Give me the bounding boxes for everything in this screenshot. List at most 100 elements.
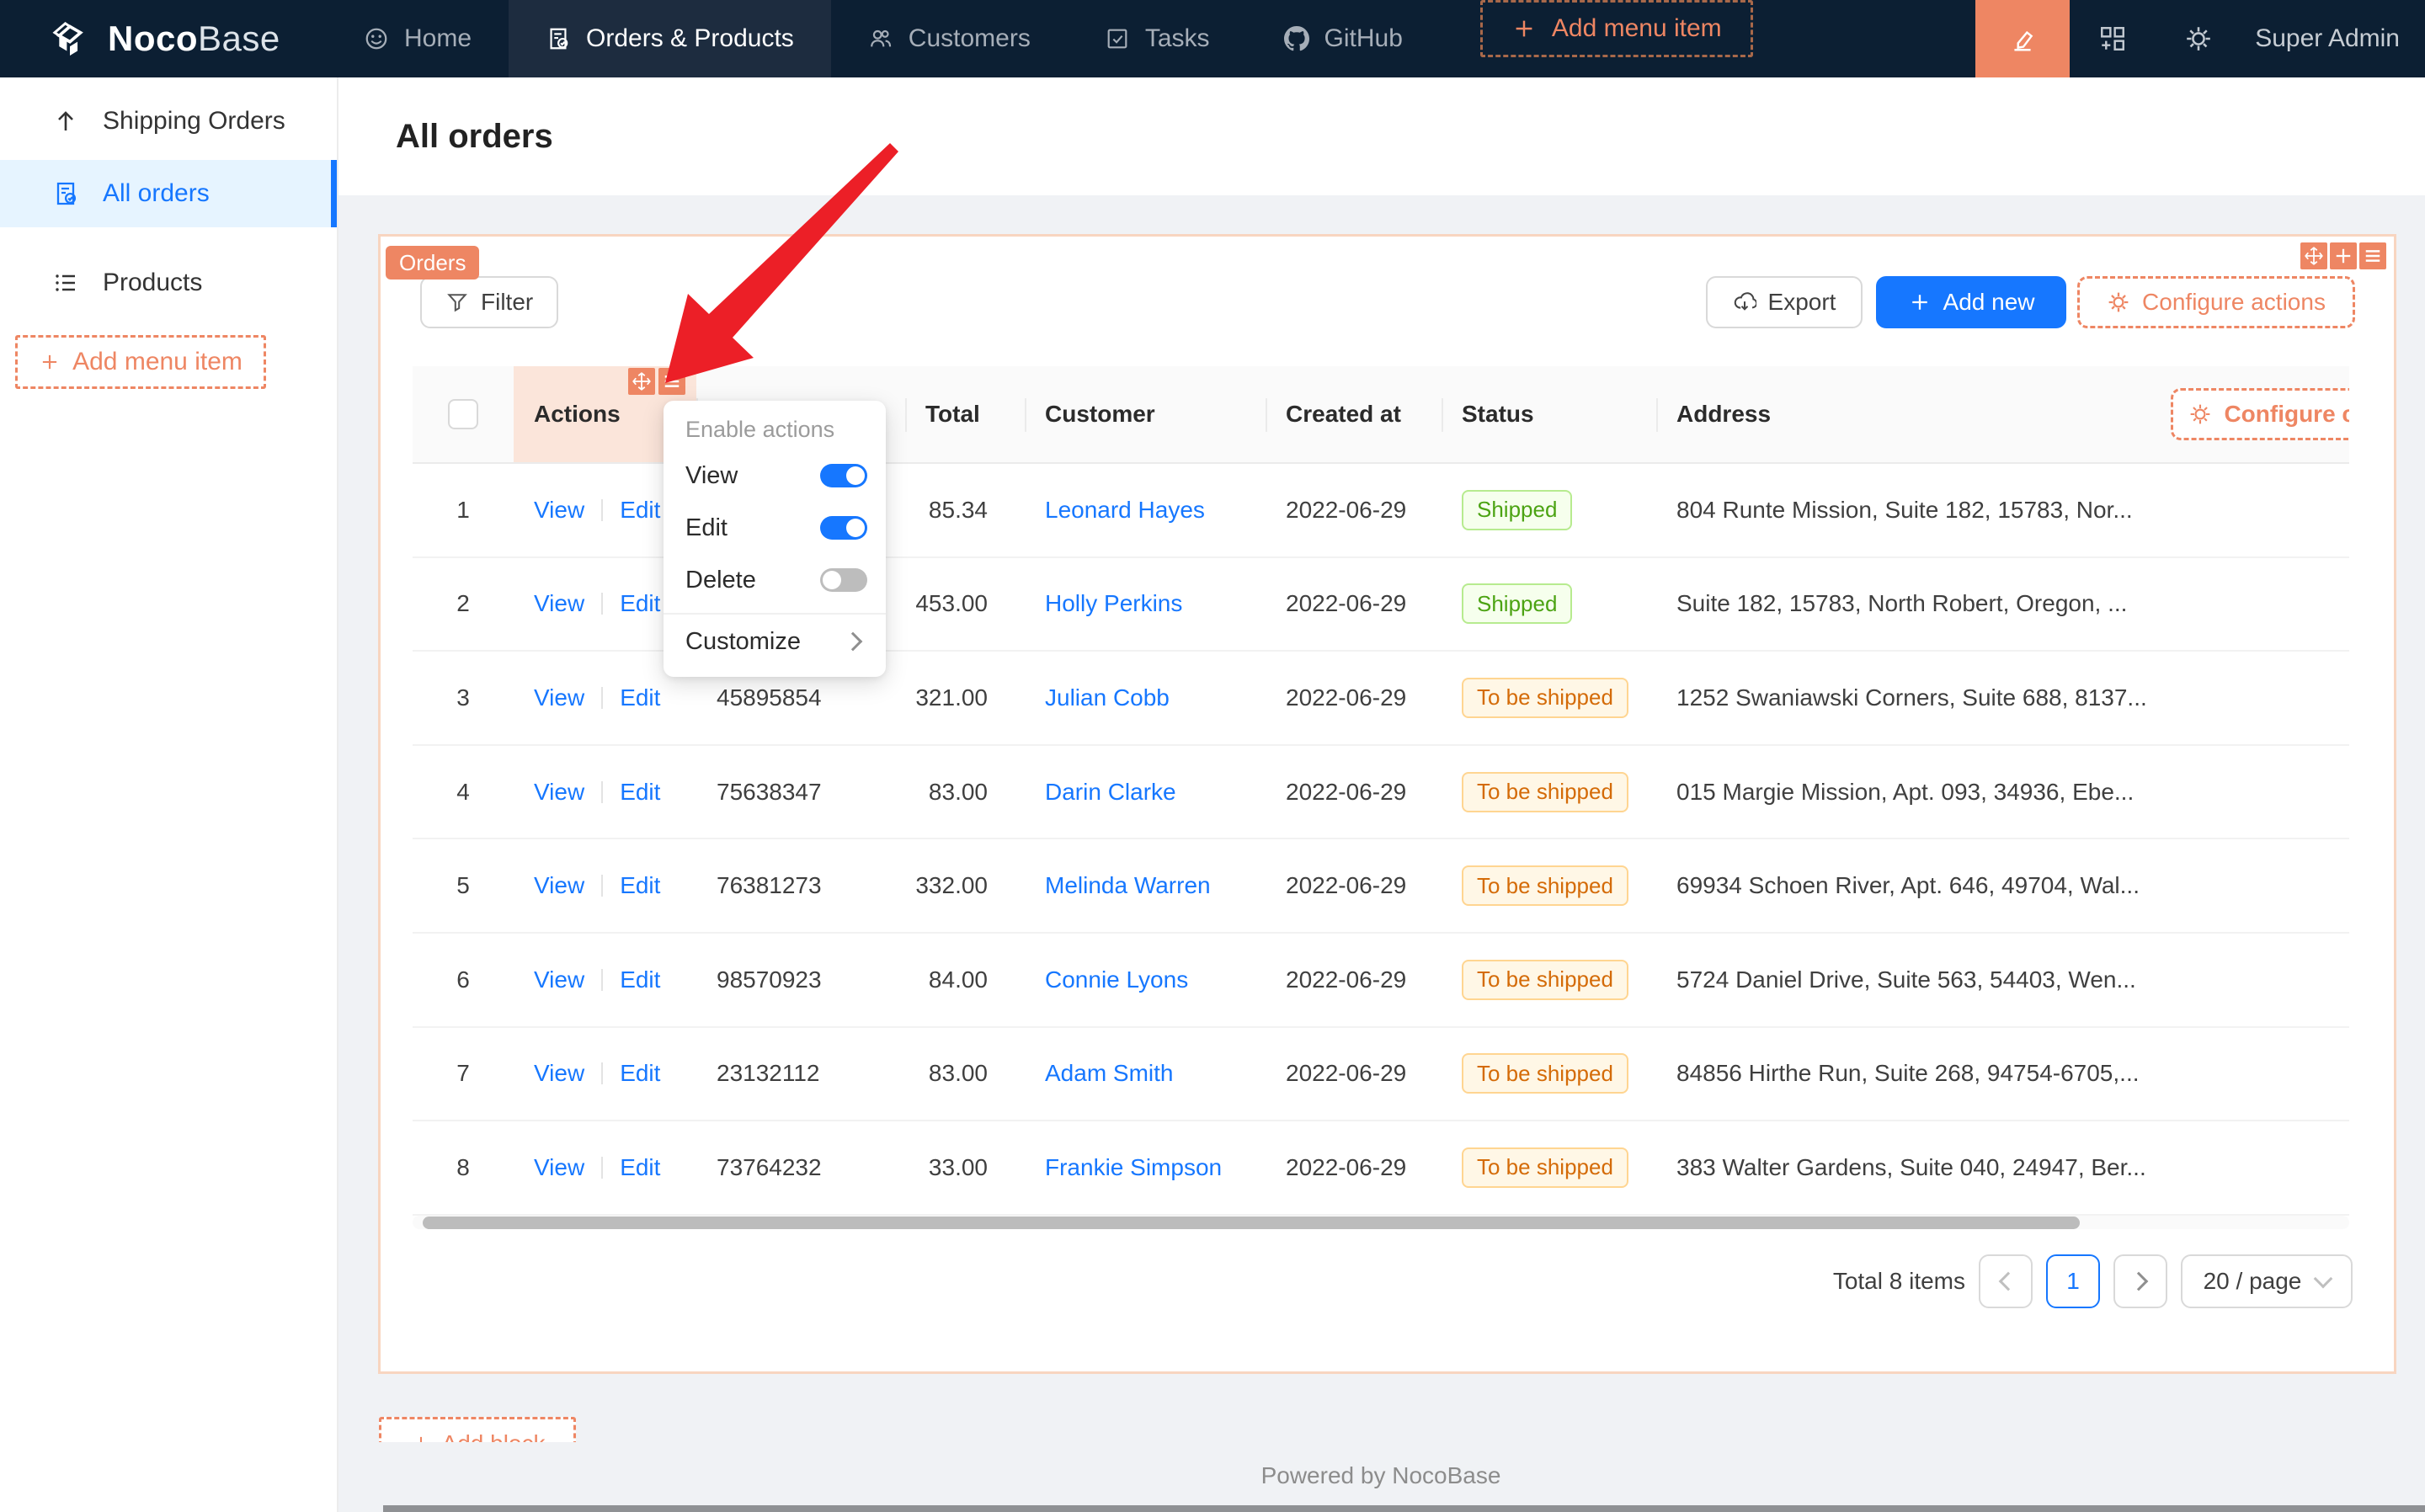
status-badge: Shipped xyxy=(1462,583,1573,625)
view-link[interactable]: View xyxy=(534,1153,585,1180)
page-size-select[interactable]: 20 / page xyxy=(2181,1254,2353,1308)
order-number-cell: 73764232 xyxy=(717,1153,822,1180)
status-cell: To be shipped xyxy=(1442,839,1656,932)
edit-link[interactable]: Edit xyxy=(620,684,661,711)
nocobase-cube-icon xyxy=(45,14,94,63)
customer-link[interactable]: Darin Clarke xyxy=(1045,778,1176,805)
total-cell: 332.00 xyxy=(915,872,988,899)
chevron-right-icon xyxy=(843,631,863,652)
block-add-icon[interactable] xyxy=(2330,242,2357,269)
column-drag-icon[interactable] xyxy=(628,368,655,395)
delete-toggle[interactable] xyxy=(820,568,867,592)
nocobase-logo[interactable]: NocoBase xyxy=(0,14,327,63)
edit-link[interactable]: Edit xyxy=(620,496,661,523)
view-toggle[interactable] xyxy=(820,464,867,487)
row-index: 5 xyxy=(456,872,470,899)
user-menu[interactable]: Super Admin xyxy=(2255,24,2400,52)
table-row: 8 View Edit 73764232 33.00 Frankie Simpson 202… xyxy=(413,1121,2349,1216)
view-link[interactable]: View xyxy=(534,872,585,899)
action-divider xyxy=(601,968,604,991)
customer-link[interactable]: Julian Cobb xyxy=(1045,684,1170,711)
edit-link[interactable]: Edit xyxy=(620,590,661,617)
customer-link[interactable]: Melinda Warren xyxy=(1045,872,1211,899)
block-menu-icon[interactable] xyxy=(2359,242,2386,269)
order-number-cell: 23132112 xyxy=(717,1060,820,1087)
orders-table: Actions Total Customer Created at Status Addr… xyxy=(413,366,2349,1216)
address-cell: 84856 Hirthe Run, Suite 268, 94754-6705,… xyxy=(1676,1060,2140,1087)
view-link[interactable]: View xyxy=(534,590,585,617)
enable-action-item-edit[interactable]: Edit xyxy=(664,502,886,554)
configure-cell xyxy=(2177,652,2349,744)
next-page-button[interactable] xyxy=(2113,1254,2167,1308)
table-row: 7 View Edit 23132112 83.00 Adam Smith 2022-06-… xyxy=(413,1027,2349,1122)
nav-item-tasks[interactable]: Tasks xyxy=(1068,0,1247,77)
column-header-total: Total xyxy=(905,366,1025,462)
customer-link[interactable]: Adam Smith xyxy=(1045,1060,1174,1087)
address-cell: 1252 Swaniawski Corners, Suite 688, 8137… xyxy=(1676,684,2147,711)
row-actions: View Edit xyxy=(514,839,696,932)
check-square-icon xyxy=(1105,26,1130,51)
customer-link[interactable]: Leonard Hayes xyxy=(1045,496,1205,523)
ui-editor-highlighter-icon[interactable] xyxy=(1975,0,2071,77)
enable-action-item-view[interactable]: View xyxy=(664,450,886,502)
created-at-cell: 2022-06-29 xyxy=(1286,684,1407,711)
team-icon xyxy=(868,26,893,51)
total-cell: 83.00 xyxy=(928,778,988,805)
customer-link[interactable]: Holly Perkins xyxy=(1045,590,1183,617)
chevron-right-icon xyxy=(2129,1271,2148,1291)
customer-link[interactable]: Connie Lyons xyxy=(1045,966,1189,993)
view-link[interactable]: View xyxy=(534,778,585,805)
column-menu-icon[interactable] xyxy=(658,368,685,395)
add-new-button[interactable]: Add new xyxy=(1876,276,2066,328)
nav-item-orders-products[interactable]: Orders & Products xyxy=(509,0,831,77)
edit-link[interactable]: Edit xyxy=(620,778,661,805)
edit-link[interactable]: Edit xyxy=(620,966,661,993)
nav-item-customers[interactable]: Customers xyxy=(831,0,1068,77)
customer-cell: Melinda Warren xyxy=(1025,839,1266,932)
view-link[interactable]: View xyxy=(534,496,585,523)
block-drag-icon[interactable] xyxy=(2300,242,2327,269)
enable-action-item-delete[interactable]: Delete xyxy=(664,554,886,606)
row-actions: View Edit xyxy=(514,934,696,1026)
filter-button[interactable]: Filter xyxy=(420,276,559,328)
page-header: All orders xyxy=(337,77,2425,195)
edit-link[interactable]: Edit xyxy=(620,1060,661,1087)
view-link[interactable]: View xyxy=(534,684,585,711)
sidebar-item-products[interactable]: Products xyxy=(0,249,337,317)
view-link[interactable]: View xyxy=(534,1060,585,1087)
total-cell: 453.00 xyxy=(915,590,988,617)
customer-cell: Leonard Hayes xyxy=(1025,464,1266,556)
configure-cell xyxy=(2177,746,2349,839)
configure-actions-button[interactable]: Configure actions xyxy=(2077,276,2355,328)
total-cell: 321.00 xyxy=(915,684,988,711)
list-icon xyxy=(52,269,79,296)
configure-columns-button[interactable]: Configure columns xyxy=(2171,388,2349,440)
current-page-button[interactable]: 1 xyxy=(2046,1254,2100,1308)
prev-page-button[interactable] xyxy=(1979,1254,2033,1308)
gear-icon[interactable] xyxy=(2156,0,2241,77)
view-link[interactable]: View xyxy=(534,966,585,993)
customer-link[interactable]: Frankie Simpson xyxy=(1045,1153,1223,1180)
sidebar-item-shipping-orders[interactable]: Shipping Orders xyxy=(0,88,337,155)
dropdown-customize-item[interactable]: Customize xyxy=(664,615,886,668)
page-title: All orders xyxy=(396,117,553,155)
appstore-add-icon[interactable] xyxy=(2070,0,2156,77)
nav-item-add-menu-item[interactable]: Add menu item xyxy=(1479,0,1753,57)
edit-link[interactable]: Edit xyxy=(620,1153,661,1180)
order-number-cell: 98570923 xyxy=(717,966,822,993)
browser-horizontal-scrollbar[interactable] xyxy=(383,1505,2425,1512)
nav-item-home[interactable]: Home xyxy=(327,0,509,77)
sidebar-add-menu-item-button[interactable]: Add menu item xyxy=(15,335,266,389)
nav-item-github[interactable]: GitHub xyxy=(1247,0,1440,77)
total-cell: 83.00 xyxy=(928,1060,988,1087)
export-button[interactable]: Export xyxy=(1706,276,1863,328)
pagination: Total 8 items 1 20 / page xyxy=(1833,1254,2353,1308)
edit-link[interactable]: Edit xyxy=(620,872,661,899)
add-block-button[interactable]: Add block xyxy=(379,1417,576,1442)
select-all-checkbox[interactable] xyxy=(448,399,478,429)
table-hscroll-thumb[interactable] xyxy=(423,1217,2080,1229)
edit-toggle[interactable] xyxy=(820,516,867,540)
customer-cell: Adam Smith xyxy=(1025,1028,1266,1121)
sidebar-item-all-orders[interactable]: All orders xyxy=(0,160,337,227)
column-designer-icons xyxy=(628,368,685,395)
